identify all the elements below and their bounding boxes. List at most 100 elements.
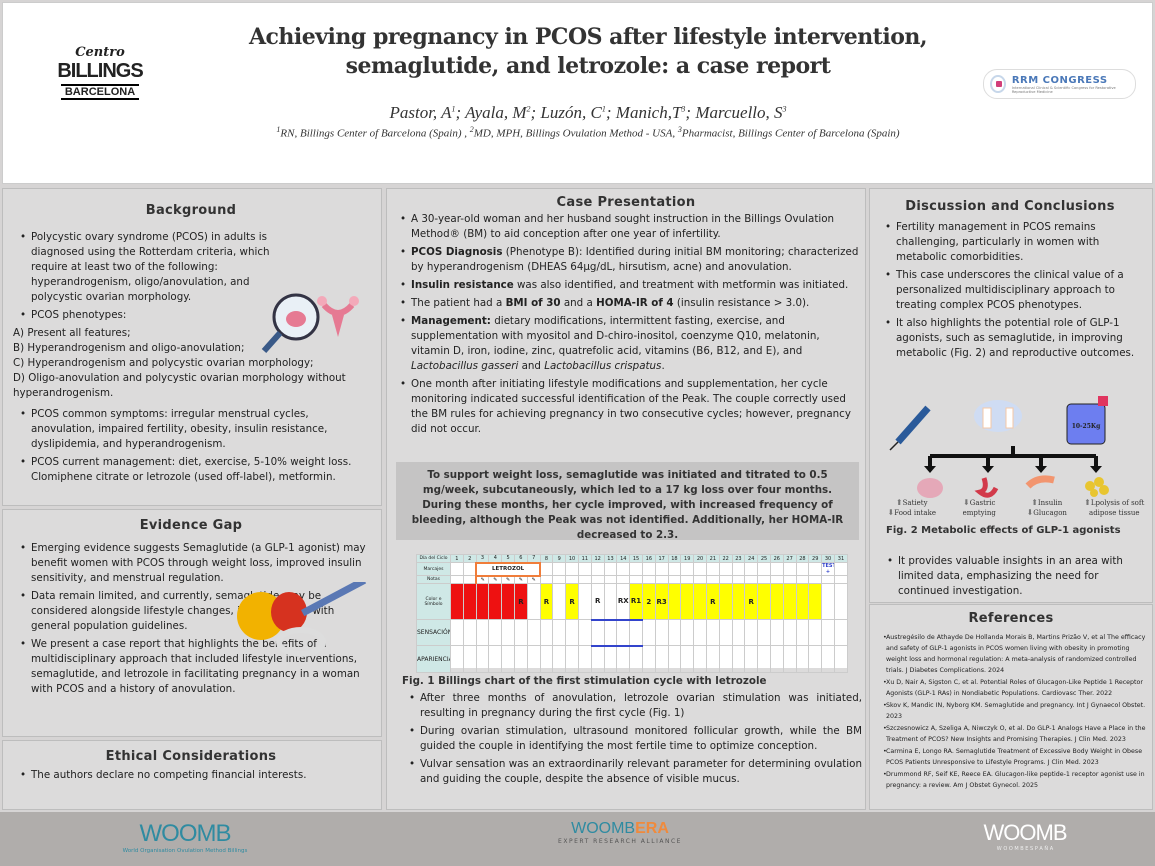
chart-cell [667, 575, 682, 584]
chart-cell [577, 645, 592, 673]
arrow-up-icon: ⬆ [1031, 498, 1038, 507]
list-item: A 30-year-old woman and her husband soug… [393, 212, 859, 242]
chart-cell [641, 645, 656, 673]
chart-cell [488, 583, 503, 620]
list-item: Emerging evidence suggests Semaglutide (… [13, 541, 369, 586]
arrow-down-icon: ⬇ [963, 498, 970, 507]
chart-cell: 13 [603, 554, 618, 563]
chart-cell [603, 618, 618, 647]
affiliation-text: Pharmacist, Billings Center of Barcelona… [681, 127, 900, 140]
chart-cell [513, 619, 528, 646]
chart-cell [616, 575, 631, 584]
chart-cell [552, 575, 567, 584]
chart-cell [450, 645, 464, 673]
list-item: The patient had a BMI of 30 and a HOMA-I… [393, 296, 859, 311]
chart-cell [462, 583, 477, 620]
logo-text: International Clinical & Scientific Cong… [1011, 85, 1116, 94]
reference-item: Carmina E, Longo RA. Semaglutide Treatme… [876, 746, 1146, 768]
list-item: Management: dietary modifications, inter… [393, 314, 859, 374]
chart-cell [693, 562, 707, 576]
chart-cell [795, 619, 810, 646]
chart-cell [462, 619, 477, 646]
list-item: PCOS phenotypes: [13, 308, 288, 323]
chart-cell [462, 575, 477, 584]
chart-cell: 24 [744, 554, 759, 563]
chart-cell: 4 [488, 554, 503, 563]
references-list: Austregésilo de Athayde De Hollanda Mora… [876, 632, 1146, 791]
poster-title: Achieving pregnancy in PCOS after lifest… [203, 23, 973, 81]
chart-cell [667, 645, 682, 673]
chart-cell: 17 [654, 554, 669, 563]
chart-cell: R [705, 583, 720, 620]
effect-label: ⬆Insulin ⬇Glucagon [1013, 498, 1081, 518]
semaglutide-highlight: To support weight loss, semaglutide was … [396, 462, 859, 541]
list-item: PCOS Diagnosis (Phenotype B): Identified… [393, 245, 859, 275]
text-segment: PCOS current management: diet, exercise,… [31, 456, 352, 483]
chart-cell: ✎ [488, 575, 503, 584]
chart-cell [654, 562, 669, 576]
chart-cell [718, 645, 733, 673]
chart-cell [718, 575, 733, 584]
logo-text: ERA [635, 820, 669, 837]
logo-text: World Organisation Ovulation Method Bill… [122, 848, 248, 854]
chart-cell [450, 562, 464, 576]
background-list: Polycystic ovary syndrome (PCOS) in adul… [13, 230, 288, 323]
chart-cell: 31 [833, 554, 849, 563]
chart-cell [757, 575, 771, 584]
chart-cell: 15 [629, 554, 643, 563]
text-segment: The authors declare no competing financi… [31, 769, 307, 781]
discussion-list: Fertility management in PCOS remains cha… [878, 220, 1142, 361]
chart-cell: 28 [795, 554, 810, 563]
author-name: Luzón, C [540, 103, 602, 122]
chart-cell [526, 619, 541, 646]
chart-cell [757, 645, 771, 673]
text-segment: Lactobacillus crispatus [544, 360, 662, 372]
list-item: It also highlights the potential role of… [878, 316, 1142, 361]
references-section: References Austregésilo de Athayde De Ho… [869, 604, 1153, 810]
chart-cell [693, 645, 707, 673]
effect-line: ⬇Food intake [878, 508, 946, 518]
text-segment: It provides valuable insights in an area… [898, 555, 1123, 597]
effect-label: ⬆Satiety ⬇Food intake [878, 498, 946, 518]
chart-cell [475, 619, 490, 646]
chart-cell [757, 562, 771, 576]
chart-cell: R [539, 583, 554, 620]
text-segment: dietary modifications, intermittent fast… [411, 315, 820, 357]
effect-text: Gastric emptying [962, 499, 996, 517]
chart-cell [769, 619, 784, 646]
chart-cell [769, 583, 784, 620]
chart-cell [552, 562, 567, 576]
chart-cell [552, 583, 567, 620]
chart-cell [603, 575, 618, 584]
chart-cell [744, 619, 759, 646]
chart-cell [833, 575, 849, 584]
text-segment: . [661, 360, 665, 372]
billings-chart: Día del Ciclo 1 2 3 4 5 6 7 8 9 10 11 12 13 14 15 16 17 18… [416, 554, 849, 673]
chart-cell [667, 562, 682, 576]
reference-item: Skov K, Mandic IN, Nyborg KM. Semaglutid… [876, 700, 1146, 722]
chart-cell: 22 [718, 554, 733, 563]
footer: WOOMB World Organisation Ovulation Metho… [0, 812, 1155, 866]
woomb-logo: WOOMB World Organisation Ovulation Metho… [110, 820, 260, 854]
chart-cell [718, 583, 733, 620]
chart-cell: 9 [552, 554, 567, 563]
chart-row-label: Color e Símbolo [416, 583, 451, 620]
text-segment: PCOS common symptoms: irregular menstrua… [31, 408, 328, 450]
fig2-caption: Fig. 2 Metabolic effects of GLP-1 agonis… [886, 525, 1121, 536]
chart-cell [513, 645, 528, 673]
effect-text: Food intake [894, 509, 936, 517]
chart-cell [577, 619, 592, 646]
effect-label: ⬇Gastric emptying [946, 498, 1014, 518]
chart-cell [782, 619, 797, 646]
author-name: Ayala, M [465, 103, 527, 122]
chart-cell [744, 645, 759, 673]
reference-item: Austregésilo de Athayde De Hollanda Mora… [876, 632, 1146, 676]
author-sup: 1 [601, 104, 606, 114]
chart-row-label: Día del Ciclo [416, 554, 451, 563]
chart-cell: LETROZOL [475, 561, 542, 577]
chart-cell [680, 583, 695, 620]
brain-icon [917, 478, 943, 498]
chart-cell [641, 562, 656, 576]
chart-cell [603, 562, 618, 576]
text-segment: (Phenotype B): Identified during initial… [411, 246, 859, 273]
